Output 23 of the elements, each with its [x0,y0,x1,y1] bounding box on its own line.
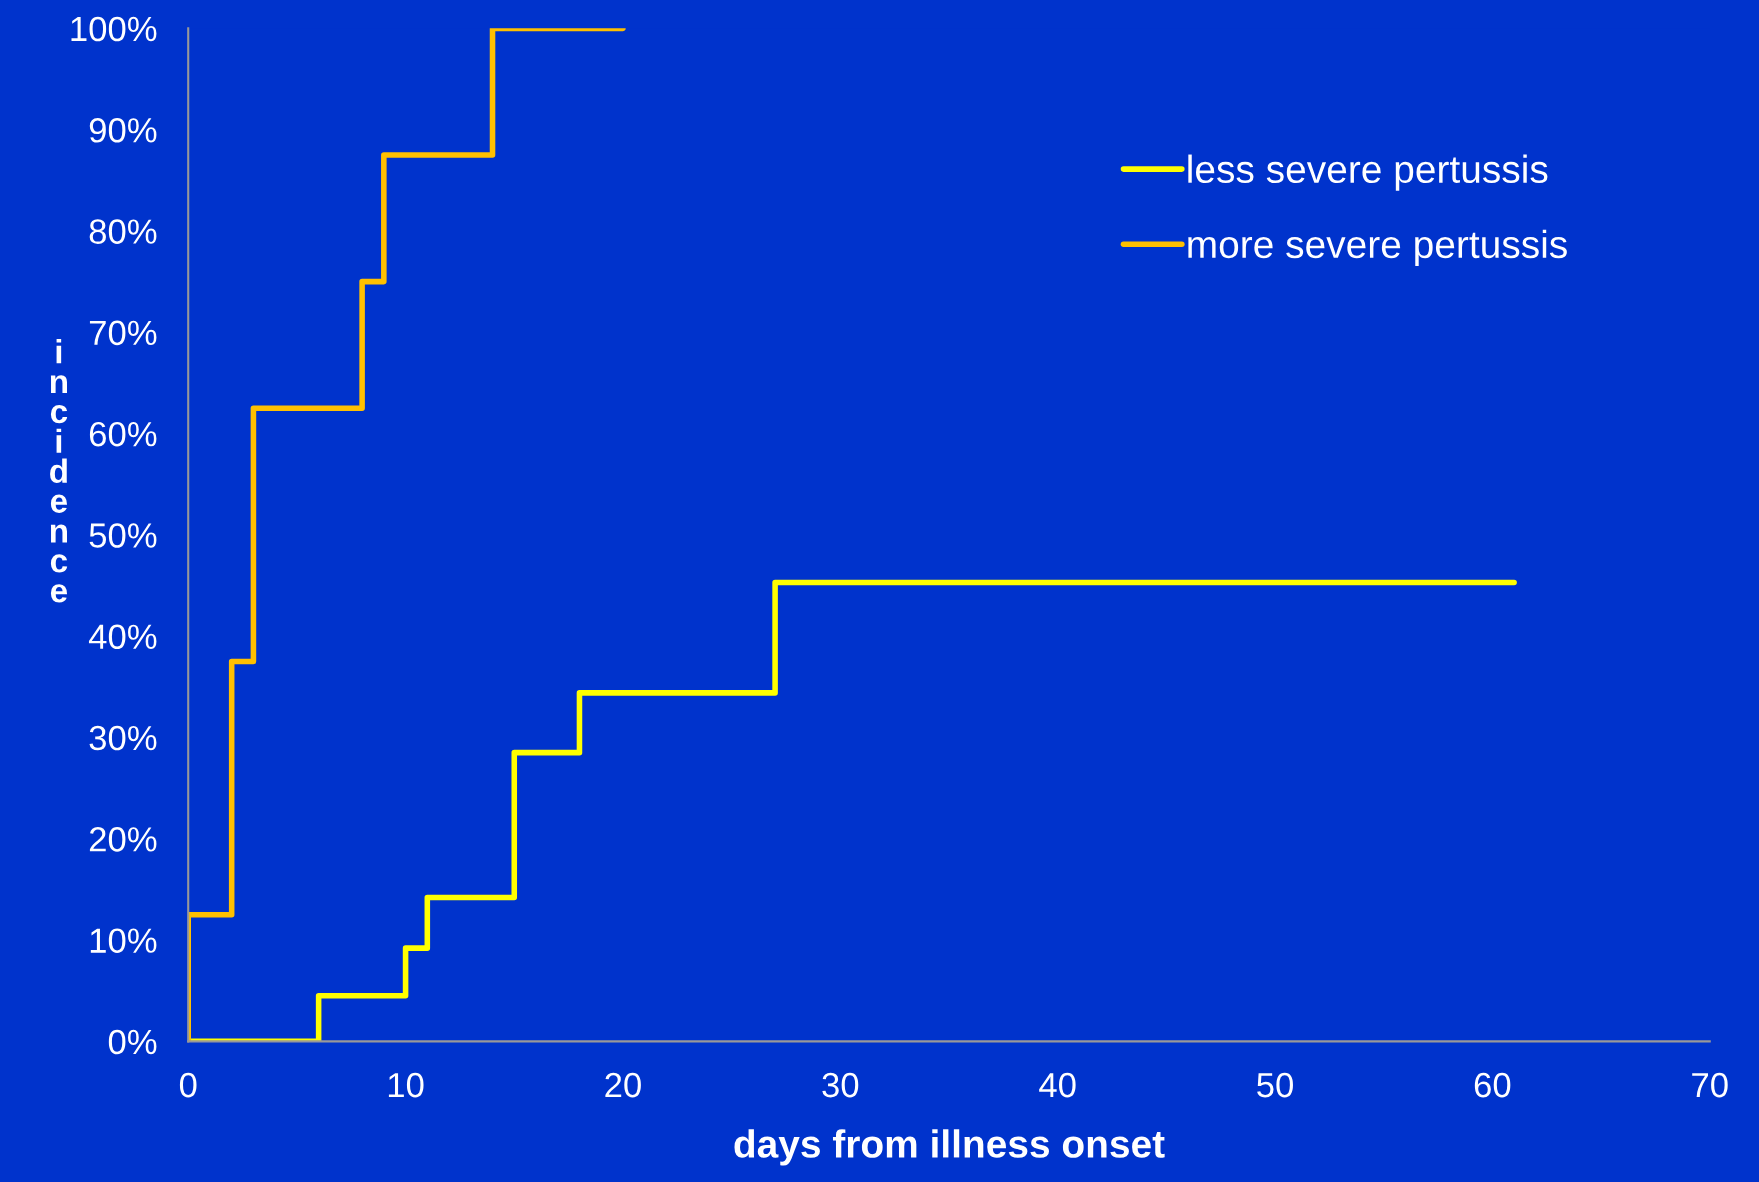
y-tick-label: 60% [89,421,157,447]
y-tick-label: 70% [89,320,157,346]
x-tick-label: 70 [1692,1072,1728,1098]
y-tick-label: 10% [90,928,157,953]
y-tick-label: 30% [89,725,157,751]
y-tick-label: 100% [71,16,157,42]
legend-label: more severe pertussis [1188,229,1567,266]
y-tick-label: 0% [108,1029,157,1055]
y-tick-label: 50% [89,523,157,548]
y-tick-label: 40% [88,624,157,650]
text: incidence [50,339,68,603]
y-tick-label: 80% [89,219,157,244]
x-tick-label: 10 [388,1072,424,1098]
x-axis-title: days from illness onset [734,1129,1165,1166]
legend-label: less severe pertussis [1188,154,1548,191]
x-tick-label: 0 [179,1072,197,1098]
x-tick-label: 20 [605,1072,641,1098]
y-tick-label: 90% [89,118,157,143]
x-tick-label: 40 [1039,1072,1076,1098]
y-tick-label: 20% [89,827,157,852]
x-tick-label: 60 [1474,1072,1511,1098]
x-tick-label: 30 [822,1072,859,1098]
x-tick-label: 50 [1257,1072,1293,1098]
